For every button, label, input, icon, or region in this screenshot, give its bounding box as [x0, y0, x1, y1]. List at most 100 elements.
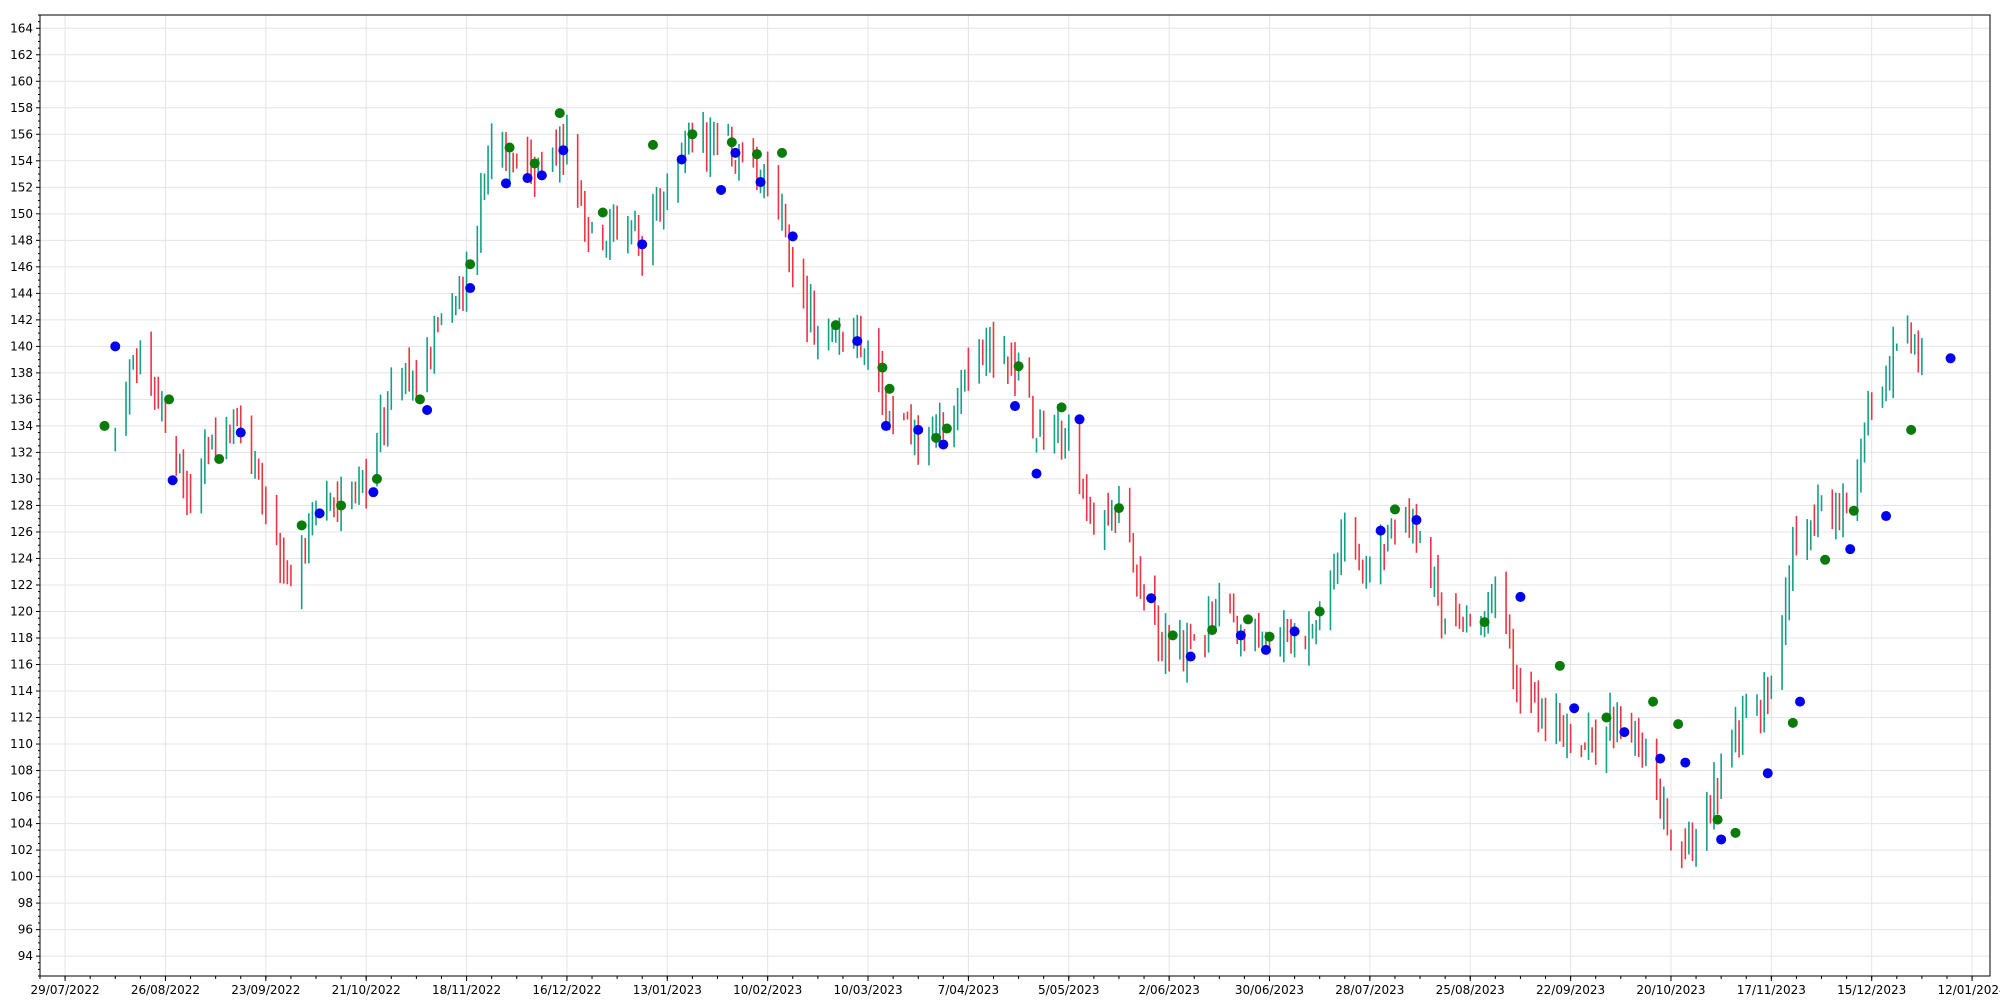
sell-marker	[755, 177, 766, 188]
buy-marker	[1389, 504, 1400, 515]
buy-marker	[751, 149, 762, 160]
y-tick-label: 142	[10, 313, 33, 327]
x-tick-label: 5/05/2023	[1038, 983, 1100, 997]
sell-marker	[1185, 651, 1196, 662]
x-tick-label: 30/06/2023	[1235, 983, 1304, 997]
buy-marker	[1479, 617, 1490, 628]
x-tick-label: 16/12/2022	[532, 983, 601, 997]
buy-marker	[777, 147, 788, 158]
y-tick-label: 164	[10, 21, 33, 35]
x-tick-label: 21/10/2022	[332, 983, 401, 997]
y-tick-label: 146	[10, 260, 33, 274]
x-tick-label: 23/09/2022	[231, 983, 300, 997]
buy-marker	[1242, 614, 1253, 625]
x-tick-label: 29/07/2022	[31, 983, 100, 997]
x-tick-label: 2/06/2023	[1138, 983, 1200, 997]
sell-marker	[787, 231, 798, 242]
sell-marker	[422, 405, 433, 416]
y-tick-label: 154	[10, 154, 33, 168]
sell-marker	[465, 283, 476, 294]
sell-marker	[1569, 703, 1580, 714]
sell-marker	[716, 184, 727, 195]
y-tick-label: 104	[10, 817, 33, 831]
y-tick-label: 116	[10, 658, 33, 672]
y-tick-label: 156	[10, 127, 33, 141]
x-tick-label: 17/11/2023	[1737, 983, 1806, 997]
y-tick-label: 162	[10, 48, 33, 62]
buy-marker	[1906, 424, 1917, 435]
buy-marker	[504, 142, 515, 153]
x-tick-label: 18/11/2022	[432, 983, 501, 997]
y-tick-label: 132	[10, 445, 33, 459]
buy-marker	[877, 362, 888, 373]
sell-marker	[1795, 696, 1806, 707]
sell-marker	[500, 178, 511, 189]
x-tick-label: 22/09/2023	[1536, 983, 1605, 997]
sell-marker	[1515, 591, 1526, 602]
y-tick-label: 138	[10, 366, 33, 380]
sell-marker	[522, 173, 533, 184]
x-tick-label: 20/10/2023	[1636, 983, 1705, 997]
buy-marker	[1113, 503, 1124, 514]
buy-marker	[1712, 814, 1723, 825]
sell-marker	[1010, 401, 1020, 412]
buy-marker	[465, 259, 476, 270]
x-tick-label: 10/03/2023	[833, 983, 902, 997]
y-tick-label: 106	[10, 790, 33, 804]
sell-marker	[1881, 511, 1892, 522]
y-tick-label: 96	[18, 923, 33, 937]
y-tick-label: 94	[18, 949, 33, 963]
y-tick-label: 150	[10, 207, 33, 221]
buy-marker	[884, 383, 895, 394]
y-tick-label: 158	[10, 101, 33, 115]
sell-marker	[637, 239, 648, 250]
buy-marker	[164, 394, 175, 405]
sell-marker	[368, 487, 379, 498]
buy-marker	[1554, 660, 1565, 671]
x-tick-label: 28/07/2023	[1335, 983, 1404, 997]
sell-marker	[1074, 414, 1085, 425]
sell-marker	[1680, 757, 1691, 768]
sell-marker	[1845, 544, 1856, 555]
buy-marker	[1013, 361, 1024, 372]
sell-marker	[1945, 353, 1956, 364]
sell-marker	[536, 170, 547, 181]
buy-marker	[687, 129, 698, 140]
buy-marker	[647, 139, 658, 150]
y-tick-label: 134	[10, 419, 33, 433]
buy-marker	[1264, 631, 1275, 642]
y-tick-label: 98	[18, 896, 33, 910]
buy-marker	[529, 158, 540, 169]
y-tick-label: 120	[10, 604, 33, 618]
buy-marker	[1820, 554, 1831, 565]
sell-marker	[1235, 630, 1246, 641]
sell-marker	[1031, 468, 1042, 479]
x-tick-label: 12/01/2024	[1937, 983, 2000, 997]
buy-marker	[1787, 717, 1798, 728]
x-tick-label: 25/08/2023	[1436, 983, 1505, 997]
y-tick-label: 148	[10, 233, 33, 247]
y-tick-label: 118	[10, 631, 33, 645]
buy-marker	[554, 108, 565, 119]
y-tick-label: 102	[10, 843, 33, 857]
buy-marker	[941, 423, 952, 434]
y-tick-label: 122	[10, 578, 33, 592]
sell-marker	[235, 427, 246, 438]
y-tick-label: 144	[10, 286, 33, 300]
sell-marker	[167, 475, 178, 486]
buy-marker	[1648, 696, 1659, 707]
sell-marker	[1619, 727, 1630, 738]
buy-marker	[830, 320, 841, 331]
buy-marker	[1730, 827, 1741, 838]
y-tick-label: 108	[10, 764, 33, 778]
buy-marker	[1167, 630, 1178, 641]
axes: 94 96 98 100 102 104 106 108 110 112 114 116 118 120 1…	[10, 14, 2000, 997]
y-tick-label: 124	[10, 551, 33, 565]
grid	[40, 15, 1990, 976]
sell-marker	[880, 420, 891, 431]
sell-marker	[1289, 626, 1300, 637]
sell-marker	[1762, 768, 1773, 779]
trade-markers	[99, 108, 1956, 845]
buy-marker	[931, 432, 942, 443]
